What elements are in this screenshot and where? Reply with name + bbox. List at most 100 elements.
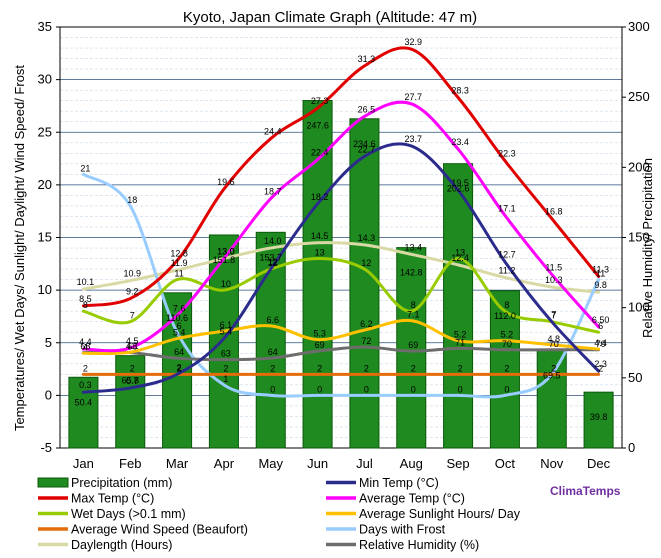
series-value-label: 13 — [315, 248, 325, 258]
legend-item-label: Daylength (Hours) — [71, 538, 172, 552]
series-line-min-temp-c — [81, 142, 601, 394]
series-value-label: 6.2 — [360, 319, 373, 329]
precipitation-value-label: 50.4 — [75, 397, 93, 407]
x-tick-label: Feb — [119, 456, 141, 471]
right-tick-label: 50 — [628, 370, 642, 385]
series-value-label: 9.8 — [594, 280, 607, 290]
series-value-label: 18.7 — [264, 187, 282, 197]
series-value-label: 11.2 — [498, 265, 515, 275]
series-value-label: 2 — [317, 363, 322, 373]
brand-label: ClimaTemps — [550, 484, 621, 498]
series-value-label: 7 — [551, 310, 556, 320]
x-tick-label: Jan — [73, 456, 94, 471]
legend-item-label: Precipitation (mm) — [71, 476, 172, 490]
series-value-label: 7.6 — [173, 303, 186, 313]
series-value-label: 0 — [317, 384, 322, 394]
series-value-label: 22.4 — [311, 148, 329, 158]
series-value-label: 7 — [551, 311, 556, 321]
series-value-label: 4.4 — [79, 337, 92, 347]
series-line-days-with-frost — [81, 172, 601, 399]
left-tick-label: 15 — [38, 230, 52, 245]
series-value-label: 10 — [221, 279, 231, 289]
series-value-label: 2 — [458, 363, 463, 373]
series-value-label: 72 — [361, 336, 371, 346]
x-tick-label: May — [258, 456, 283, 471]
precipitation-bar — [536, 349, 567, 449]
series-value-label: 11.3 — [592, 264, 609, 274]
series-value-label: 6 — [598, 321, 603, 331]
series-value-label: 13 — [455, 248, 465, 258]
right-tick-label: 300 — [628, 19, 650, 34]
series-value-label: 28.3 — [451, 86, 469, 96]
series-value-label: 22.7 — [358, 144, 376, 154]
left-tick-label: 30 — [38, 72, 52, 87]
series-value-label: 11 — [596, 269, 605, 279]
left-axis-label: Temperatures/ Wet Days/ Sunlight/ Daylig… — [12, 65, 27, 431]
series-value-label: 6.50 — [592, 315, 610, 325]
left-tick-label: 20 — [38, 177, 52, 192]
series-value-label: 8 — [83, 300, 88, 310]
series-value-label: 19.6 — [217, 177, 235, 187]
series-line-max-temp-c — [81, 46, 601, 308]
legend: Precipitation (mm) Min Temp (°C) Max Temp … — [37, 476, 521, 552]
series-value-label: 8.5 — [79, 294, 92, 304]
series-lines — [81, 46, 601, 399]
series-value-label: 4.8 — [547, 334, 560, 344]
precipitation-value-label: 202.6 — [447, 184, 470, 194]
series-value-label: 64 — [174, 347, 184, 357]
series-value-label: 5.4 — [173, 328, 186, 338]
series-line-wet-days-0-1-mm — [81, 257, 601, 334]
x-tick-label: Mar — [166, 456, 189, 471]
series-value-label: 31.3 — [358, 54, 376, 64]
series-value-label: 26.5 — [358, 104, 376, 114]
series-value-label: 6 — [177, 321, 182, 331]
series-value-label: 4.5 — [126, 336, 139, 346]
series-value-label: 2 — [83, 363, 88, 373]
series-value-label: 2 — [598, 363, 603, 373]
precipitation-bar — [115, 355, 146, 449]
series-value-label: 14.0 — [264, 236, 282, 246]
series-value-label: 5.2 — [501, 330, 514, 340]
series-value-label: 2 — [504, 363, 509, 373]
left-tick-label: 25 — [38, 124, 52, 139]
series-value-label: 69 — [315, 340, 325, 350]
series-value-label: 10.3 — [545, 275, 563, 285]
series-value-label: 10.1 — [77, 277, 95, 287]
right-tick-label: 250 — [628, 89, 650, 104]
precipitation-bar — [583, 391, 614, 449]
series-value-label: 2 — [411, 363, 416, 373]
legend-item-label: Average Sunlight Hours/ Day — [359, 507, 521, 521]
series-value-label: 0 — [364, 384, 369, 394]
series-value-label: 23.7 — [404, 134, 422, 144]
legend-item-label: Min Temp (°C) — [359, 476, 439, 490]
series-value-label: 4.1 — [126, 341, 139, 351]
series-value-label: 19.5 — [451, 178, 469, 188]
series-value-label: 6.1 — [220, 320, 233, 330]
series-value-label: 12 — [268, 258, 278, 268]
left-tick-label: 35 — [38, 19, 52, 34]
x-tick-label: Oct — [495, 456, 516, 471]
legend-swatch-bar — [37, 477, 69, 488]
series-value-label: 5.2 — [454, 330, 467, 340]
series-value-label: 12.7 — [498, 250, 516, 260]
series-value-label: 0.7 — [126, 376, 139, 386]
precipitation-bar — [208, 234, 239, 449]
series-value-label: 11.5 — [545, 262, 562, 272]
series-value-label: 68 — [127, 342, 137, 352]
series-value-label: 2 — [177, 362, 182, 372]
x-tick-label: Apr — [214, 456, 235, 471]
series-value-label: 27.7 — [404, 92, 422, 102]
series-line-relative-humidity — [81, 345, 601, 362]
series-value-label: 9.2 — [126, 287, 139, 297]
series-value-label: 4.4 — [594, 338, 607, 348]
series-value-label: 24.4 — [264, 127, 282, 137]
series-value-label: 14.3 — [358, 233, 376, 243]
series-value-label: 12 — [268, 257, 278, 267]
series-value-label: 2 — [551, 363, 556, 373]
series-value-label: 2 — [551, 363, 556, 373]
series-value-label: 2 — [270, 363, 275, 373]
series-value-label: 17.1 — [498, 203, 516, 213]
series-value-label: 0 — [458, 384, 463, 394]
